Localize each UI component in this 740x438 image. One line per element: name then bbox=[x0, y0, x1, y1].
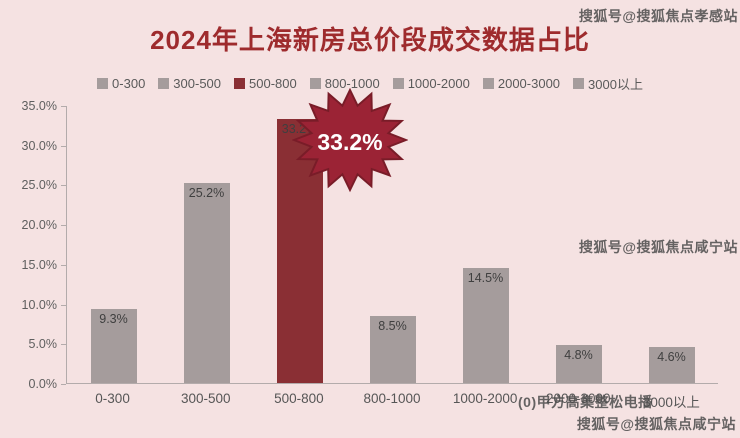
x-axis-label: 1000-2000 bbox=[452, 391, 518, 406]
x-axis-label: 300-500 bbox=[180, 391, 231, 406]
legend-label: 2000-3000 bbox=[497, 76, 561, 91]
legend-label: 1000-2000 bbox=[407, 76, 470, 91]
y-tick-label: 10.0% bbox=[21, 297, 57, 312]
y-tick-mark bbox=[61, 344, 66, 346]
x-axis-label: 800-1000 bbox=[363, 391, 421, 406]
y-tick-label: 20.0% bbox=[21, 218, 57, 233]
y-tick-mark bbox=[61, 384, 66, 385]
x-axis-label: 3000以上 bbox=[642, 395, 700, 410]
x-axis-label: 2000-3000 bbox=[545, 391, 611, 406]
legend-label: 300-500 bbox=[173, 76, 222, 91]
legend-marker bbox=[97, 78, 109, 89]
bar-2000-3000: 4.8% bbox=[555, 344, 602, 383]
legend-item: 500-800 bbox=[234, 76, 297, 91]
bar-value-label: 9.3% bbox=[99, 312, 128, 327]
legend-label: 0-300 bbox=[112, 76, 146, 91]
x-axis-label: 500-800 bbox=[274, 391, 324, 406]
highlight-badge-value: 33.2% bbox=[317, 128, 383, 155]
x-axis: 0-300 300-500 500-800 800-1000 1000-2000 2000… bbox=[66, 384, 718, 411]
y-tick-label: 30.0% bbox=[21, 138, 57, 153]
legend-item: 3000以上 bbox=[573, 74, 643, 93]
y-tick-mark bbox=[61, 106, 66, 107]
legend-label: 500-800 bbox=[249, 76, 297, 91]
legend-item: 1000-2000 bbox=[392, 76, 470, 91]
bar-slot: 4.8% bbox=[532, 106, 625, 383]
legend-marker bbox=[573, 78, 585, 89]
bar-value-label: 14.5% bbox=[467, 270, 504, 285]
y-tick-mark bbox=[61, 304, 66, 306]
bar-slot: 8.5% bbox=[346, 106, 439, 383]
legend-item: 2000-3000 bbox=[482, 76, 561, 91]
y-tick-mark bbox=[61, 264, 66, 266]
y-tick-label: 25.0% bbox=[21, 178, 57, 193]
legend-label: 3000以上 bbox=[588, 77, 643, 92]
watermark-bottom-right: 搜狐号@搜狐焦点咸宁站 bbox=[576, 416, 736, 432]
y-tick-label: 35.0% bbox=[21, 99, 57, 113]
y-tick-label: 0.0% bbox=[28, 377, 58, 391]
bar-800-1000: 8.5% bbox=[369, 315, 416, 383]
legend-marker bbox=[482, 78, 494, 89]
y-axis: 35.0% 30.0% 25.0% 20.0% 15.0% 10.0% 5.0% 0.0% bbox=[16, 99, 66, 391]
bar-value-label: 4.8% bbox=[564, 347, 593, 362]
bar-value-label: 25.2% bbox=[188, 185, 225, 200]
legend-item: 800-1000 bbox=[309, 76, 380, 91]
legend: 0-300 300-500 500-800 800-1000 1000-2000 2000… bbox=[0, 74, 740, 93]
bar-slot: 14.5% bbox=[439, 106, 532, 383]
y-tick-label: 5.0% bbox=[28, 337, 58, 352]
highlight-badge: 33.2% bbox=[292, 88, 408, 196]
legend-item: 300-500 bbox=[158, 76, 221, 91]
bar-value-label: 8.5% bbox=[378, 318, 407, 333]
legend-marker bbox=[234, 78, 246, 89]
watermark-bottom-axis: (0)甲方高集整松电播 bbox=[518, 394, 653, 410]
bar-300-500: 25.2% bbox=[183, 182, 230, 383]
chart-title: 2024年上海新房总价段成交数据占比 bbox=[150, 25, 590, 55]
bar-chart: 35.0% 30.0% 25.0% 20.0% 15.0% 10.0% 5.0% 0.0% 9… bbox=[16, 99, 718, 411]
legend-marker bbox=[158, 78, 170, 89]
y-tick-label: 15.0% bbox=[21, 257, 57, 272]
y-tick-mark bbox=[61, 185, 66, 187]
legend-item: 0-300 bbox=[97, 76, 145, 91]
bar-slot: 4.6% bbox=[625, 106, 718, 383]
bar-0-300: 9.3% bbox=[90, 309, 137, 383]
bar-slot: 9.3% bbox=[67, 106, 160, 383]
bar-3000以上: 4.6% bbox=[648, 346, 695, 383]
legend-marker bbox=[309, 78, 321, 89]
legend-marker bbox=[392, 78, 404, 89]
bar-1000-2000: 14.5% bbox=[462, 267, 509, 383]
y-tick-mark bbox=[61, 225, 66, 227]
legend-label: 800-1000 bbox=[324, 76, 380, 91]
starburst-icon bbox=[292, 88, 408, 193]
watermark-top-right: 搜狐号@搜狐焦点孝感站 bbox=[578, 8, 738, 24]
x-axis-label: 0-300 bbox=[95, 391, 130, 406]
bar-slot: 25.2% bbox=[160, 106, 253, 383]
watermark-mid-right: 搜狐号@搜狐焦点咸宁站 bbox=[578, 239, 738, 255]
bar-value-label: 4.6% bbox=[657, 349, 686, 364]
y-tick-mark bbox=[61, 145, 66, 147]
